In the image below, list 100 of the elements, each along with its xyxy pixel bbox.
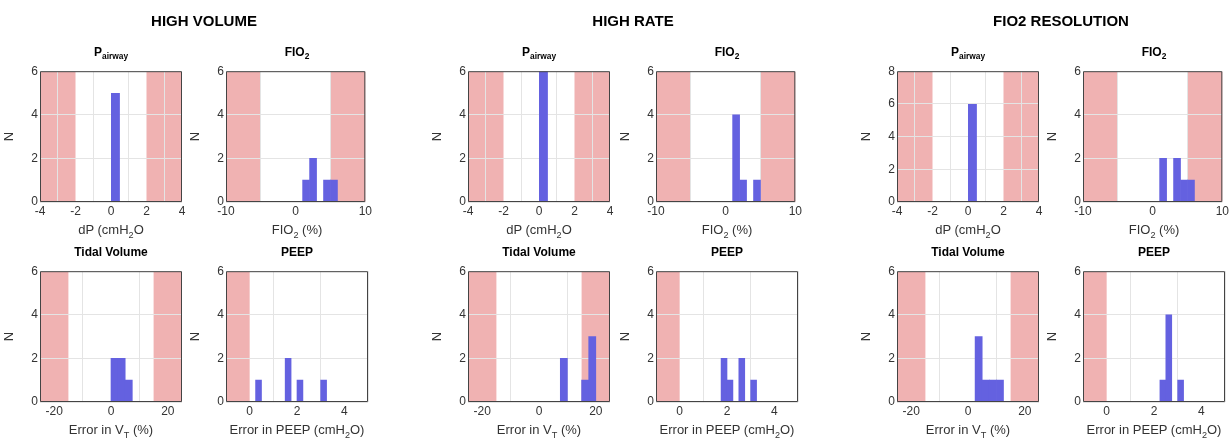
y-axis-title: N (617, 331, 633, 342)
y-axis-title: N (429, 331, 445, 342)
y-tick-label: 2 (888, 350, 896, 365)
y-tick-label: 4 (888, 128, 896, 143)
y-tick-label: 6 (31, 263, 39, 278)
x-tick-label: 0 (722, 203, 730, 218)
chart-title: FIO$_{2}$ (713, 44, 741, 64)
y-tick-label: 6 (888, 263, 896, 278)
y-tick-label: 2 (217, 150, 225, 165)
y-tick-label: 6 (217, 263, 225, 278)
x-tick-label: -20 (45, 403, 64, 418)
text: HIGH RATE (592, 12, 674, 29)
x-tick-label: 10 (1215, 203, 1230, 218)
y-axis-title: N (858, 131, 874, 142)
x-tick-label: 4 (1035, 203, 1043, 218)
y-axis-title: N (617, 131, 633, 142)
x-tick-label: 0 (964, 203, 972, 218)
y-tick-label: 6 (1074, 63, 1082, 78)
y-axis-title: N (1044, 131, 1060, 142)
y-tick-label: 4 (1074, 307, 1082, 322)
x-axis-title: Error in PEEP (cmH$_{2}$O) (1085, 422, 1223, 442)
x-tick-label: 2 (143, 203, 151, 218)
x-tick-label: -2 (70, 203, 82, 218)
y-tick-label: 4 (888, 307, 896, 322)
chart-title: PEEP (280, 244, 314, 260)
chart-title: Tidal Volume (501, 244, 577, 260)
x-axis-title: FIO$_{2}$ (%) (700, 222, 754, 242)
x-tick-label: -2 (927, 203, 939, 218)
chart-title: P$_{airway}$ (520, 44, 558, 64)
x-tick-label: 0 (107, 203, 115, 218)
x-tick-label: 2 (293, 403, 301, 418)
y-tick-label: 2 (459, 350, 467, 365)
y-tick-label: 4 (31, 107, 39, 122)
y-tick-label: 8 (888, 63, 896, 78)
y-tick-label: 2 (217, 350, 225, 365)
x-tick-label: 20 (161, 403, 175, 418)
x-tick-label: 0 (535, 203, 543, 218)
text: FIO2 RESOLUTION (993, 12, 1129, 29)
y-tick-label: 6 (647, 263, 655, 278)
y-axis-title: N (858, 331, 874, 342)
y-tick-label: 2 (1074, 150, 1082, 165)
x-axis-title: Error in V$_{T}$ (%) (67, 422, 155, 442)
x-tick-label: 0 (246, 403, 254, 418)
x-tick-label: 0 (676, 403, 684, 418)
x-axis-title: Error in PEEP (cmH$_{2}$O) (658, 422, 796, 442)
y-axis-title: N (187, 331, 203, 342)
x-axis-title: FIO$_{2}$ (%) (1127, 222, 1181, 242)
x-tick-label: 0 (292, 203, 300, 218)
y-axis-title: N (187, 131, 203, 142)
y-tick-label: 6 (31, 63, 39, 78)
y-tick-label: 4 (647, 107, 655, 122)
y-tick-label: 2 (1074, 350, 1082, 365)
x-tick-label: 0 (535, 403, 543, 418)
x-tick-label: 4 (606, 203, 614, 218)
x-tick-label: 4 (1197, 403, 1205, 418)
x-axis-title: dP (cmH$_{2}$O (934, 222, 1002, 242)
x-tick-label: 4 (178, 203, 186, 218)
y-tick-label: 2 (647, 350, 655, 365)
y-tick-label: 4 (31, 307, 39, 322)
x-tick-label: 10 (788, 203, 803, 218)
x-axis-title: Error in V$_{T}$ (%) (924, 422, 1012, 442)
y-tick-label: 6 (459, 63, 467, 78)
x-tick-label: 2 (571, 203, 579, 218)
x-tick-label: -2 (498, 203, 510, 218)
x-axis-title: FIO$_{2}$ (%) (270, 222, 324, 242)
x-tick-label: 2 (1150, 403, 1158, 418)
y-tick-label: 4 (217, 307, 225, 322)
x-tick-label: -20 (473, 403, 492, 418)
x-tick-label: 0 (1103, 403, 1111, 418)
y-tick-label: 4 (647, 307, 655, 322)
x-tick-label: 10 (358, 203, 373, 218)
y-tick-label: 4 (217, 107, 225, 122)
x-tick-label: 0 (964, 403, 972, 418)
y-tick-label: 2 (647, 150, 655, 165)
y-axis-title: N (1044, 331, 1060, 342)
chart-title: PEEP (1137, 244, 1171, 260)
chart-title: PEEP (710, 244, 744, 260)
x-axis-title: Error in PEEP (cmH$_{2}$O) (228, 422, 366, 442)
y-tick-label: 2 (459, 150, 467, 165)
y-axis-title: N (1, 131, 17, 142)
y-tick-label: 6 (888, 96, 896, 111)
x-axis-title: Error in V$_{T}$ (%) (495, 422, 583, 442)
chart-title: Tidal Volume (73, 244, 149, 260)
text: HIGH VOLUME (151, 12, 257, 29)
x-tick-label: 0 (107, 403, 115, 418)
x-tick-label: 0 (1149, 203, 1157, 218)
x-axis-title: dP (cmH$_{2}$O (77, 222, 145, 242)
x-tick-label: 20 (589, 403, 603, 418)
y-axis-title: N (429, 131, 445, 142)
chart-title: P$_{airway}$ (92, 44, 130, 64)
chart-title: Tidal Volume (930, 244, 1006, 260)
y-tick-label: 2 (888, 161, 896, 176)
x-axis-title: dP (cmH$_{2}$O (505, 222, 573, 242)
chart-title: FIO$_{2}$ (283, 44, 311, 64)
y-tick-label: 6 (217, 63, 225, 78)
y-tick-label: 4 (459, 307, 467, 322)
y-tick-label: 2 (31, 350, 39, 365)
y-tick-label: 2 (31, 150, 39, 165)
y-tick-label: 6 (459, 263, 467, 278)
x-tick-label: -20 (902, 403, 921, 418)
